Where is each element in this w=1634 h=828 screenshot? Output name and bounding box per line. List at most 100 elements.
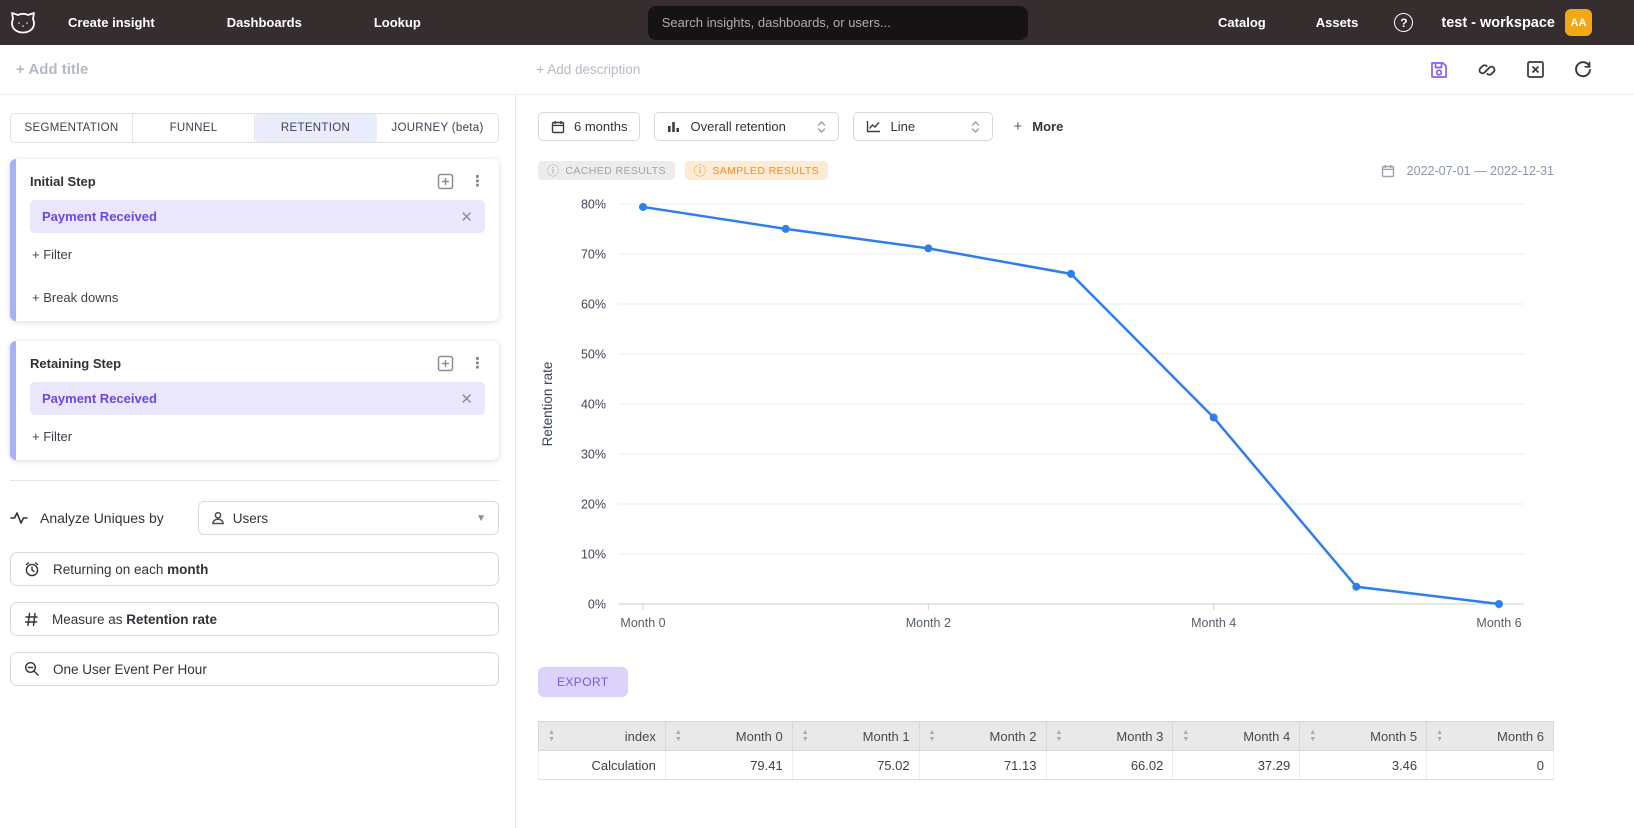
- analysis-tabs: SEGMENTATION FUNNEL RETENTION JOURNEY (beta…: [10, 113, 499, 143]
- column-header-month-2[interactable]: ▲ ▼ Month 2: [919, 721, 1047, 751]
- column-header-month-6[interactable]: ▲ ▼ Month 6: [1426, 721, 1554, 751]
- table-cell: 3.46: [1299, 750, 1428, 780]
- query-builder-panel: SEGMENTATION FUNNEL RETENTION JOURNEY (beta…: [0, 95, 516, 828]
- zoom-out-icon: [24, 661, 39, 676]
- column-header-month-0[interactable]: ▲ ▼ Month 0: [665, 721, 793, 751]
- initial-step-card: Initial Step ⋮ Payment Received ✕ + Filt…: [10, 159, 499, 321]
- calendar-icon: [551, 120, 565, 133]
- svg-text:Month 6: Month 6: [1476, 616, 1521, 630]
- top-navbar: Create insight Dashboards Lookup Catalog…: [0, 0, 1634, 45]
- column-header-month-5[interactable]: ▲ ▼ Month 5: [1299, 721, 1428, 751]
- add-filter-button[interactable]: + Filter: [32, 429, 73, 444]
- add-event-icon[interactable]: [437, 355, 454, 372]
- time-window-button[interactable]: 6 months: [538, 112, 641, 141]
- column-header-month-1[interactable]: ▲ ▼ Month 1: [792, 721, 920, 751]
- nav-assets[interactable]: Assets: [1315, 15, 1359, 30]
- tab-retention[interactable]: RETENTION: [255, 114, 377, 142]
- nav-create-insight[interactable]: Create insight: [68, 15, 155, 30]
- sort-icon[interactable]: ▲ ▼: [1055, 729, 1063, 743]
- sort-icon[interactable]: ▲ ▼: [801, 729, 809, 743]
- help-icon[interactable]: ?: [1394, 13, 1414, 32]
- workspace-name[interactable]: test - workspace: [1441, 14, 1555, 31]
- table-cell: 0: [1426, 750, 1554, 780]
- table-cell: 66.02: [1046, 750, 1174, 780]
- svg-text:Month 2: Month 2: [906, 616, 951, 630]
- search-input[interactable]: [647, 5, 1028, 40]
- tab-segmentation[interactable]: SEGMENTATION: [11, 114, 133, 142]
- retaining-step-event-chip[interactable]: Payment Received ✕: [30, 382, 485, 415]
- remove-event-icon[interactable]: ✕: [460, 390, 473, 408]
- brand-cat-logo-icon[interactable]: [8, 8, 38, 38]
- step-menu-icon[interactable]: ⋮: [470, 173, 485, 190]
- clock-icon: [25, 562, 39, 577]
- initial-step-title: Initial Step: [30, 173, 96, 189]
- results-panel: 6 months Overall retention Line: [516, 95, 1634, 828]
- hash-icon: [24, 612, 38, 626]
- chart-type-select[interactable]: Line: [853, 112, 994, 141]
- svg-text:60%: 60%: [581, 298, 606, 312]
- export-button[interactable]: EXPORT: [538, 667, 628, 697]
- sidebar-divider: [10, 480, 499, 481]
- event-aggregation-button[interactable]: One User Event Per Hour: [10, 652, 499, 686]
- nav-dashboards[interactable]: Dashboards: [226, 15, 302, 30]
- table-cell: 37.29: [1172, 750, 1301, 780]
- chevron-down-icon: ▼: [476, 512, 486, 524]
- svg-text:40%: 40%: [581, 398, 606, 412]
- add-filter-button[interactable]: + Filter: [32, 247, 73, 262]
- line-chart-icon: [867, 121, 881, 133]
- step-menu-icon[interactable]: ⋮: [470, 355, 485, 372]
- table-cell: Calculation: [538, 750, 666, 780]
- measure-as-button[interactable]: Measure as Retention rate: [10, 602, 499, 636]
- svg-text:80%: 80%: [581, 198, 606, 212]
- column-header-index[interactable]: ▲ ▼ index: [538, 721, 666, 751]
- sort-icon[interactable]: ▲ ▼: [928, 729, 936, 743]
- results-table: ▲ ▼ index ▲ ▼ Month 0 ▲ ▼ Month 1 ▲ ▼ Month 2 ▲ ▼ Mont…: [538, 721, 1554, 780]
- svg-text:Retention rate: Retention rate: [540, 362, 555, 447]
- nav-catalog[interactable]: Catalog: [1218, 15, 1266, 30]
- add-title-field[interactable]: + Add title: [16, 61, 89, 78]
- results-table-header: ▲ ▼ index ▲ ▼ Month 0 ▲ ▼ Month 1 ▲ ▼ Month 2 ▲ ▼ Mont…: [538, 721, 1554, 751]
- avatar[interactable]: AA: [1565, 9, 1592, 36]
- bar-chart-icon: [668, 122, 680, 132]
- table-cell: 71.13: [919, 750, 1047, 780]
- tab-journey-beta[interactable]: JOURNEY (beta): [377, 114, 498, 142]
- chevron-updown-icon: [971, 120, 980, 134]
- initial-step-event-chip[interactable]: Payment Received ✕: [30, 200, 485, 233]
- sort-icon[interactable]: ▲ ▼: [1309, 729, 1317, 743]
- sampled-results-badge: ⓘ SAMPLED RESULTS: [684, 161, 829, 180]
- analyze-by-select[interactable]: Users ▼: [197, 501, 499, 535]
- returning-period-button[interactable]: Returning on each month: [10, 552, 499, 586]
- more-options-button[interactable]: + More: [1013, 118, 1064, 135]
- sort-icon[interactable]: ▲ ▼: [674, 729, 682, 743]
- date-range-label: 2022-07-01 — 2022-12-31: [1381, 164, 1554, 178]
- refresh-icon[interactable]: [1572, 59, 1594, 81]
- tab-funnel[interactable]: FUNNEL: [133, 114, 255, 142]
- insight-titlebar: + Add title + Add description: [0, 45, 1634, 95]
- add-breakdowns-button[interactable]: + Break downs: [32, 290, 119, 305]
- retaining-step-title: Retaining Step: [30, 355, 122, 371]
- retention-type-select[interactable]: Overall retention: [654, 112, 840, 141]
- retaining-step-card: Retaining Step ⋮ Payment Received ✕ + Fi…: [10, 341, 499, 460]
- svg-text:0%: 0%: [588, 598, 606, 612]
- calendar-icon: [1381, 164, 1394, 177]
- info-icon: ⓘ: [693, 164, 707, 178]
- sort-icon[interactable]: ▲ ▼: [1182, 729, 1190, 743]
- info-icon: ⓘ: [547, 164, 560, 178]
- retention-line-chart[interactable]: 0% 10% 20% 30% 40% 50% 60% 70% 80% Month 0 Month 2…: [538, 184, 1554, 657]
- link-icon[interactable]: [1476, 59, 1498, 81]
- remove-event-icon[interactable]: ✕: [460, 208, 473, 226]
- add-description-field[interactable]: + Add description: [536, 62, 641, 77]
- svg-text:70%: 70%: [581, 248, 606, 262]
- sort-icon[interactable]: ▲ ▼: [1436, 729, 1444, 743]
- add-event-icon[interactable]: [437, 173, 454, 190]
- svg-text:20%: 20%: [581, 498, 606, 512]
- save-icon[interactable]: [1428, 59, 1450, 81]
- nav-lookup[interactable]: Lookup: [373, 15, 421, 30]
- svg-text:30%: 30%: [581, 448, 606, 462]
- svg-text:Month 4: Month 4: [1191, 616, 1236, 630]
- close-square-icon[interactable]: [1524, 59, 1546, 81]
- column-header-month-4[interactable]: ▲ ▼ Month 4: [1172, 721, 1301, 751]
- sort-icon[interactable]: ▲ ▼: [548, 729, 555, 743]
- column-header-month-3[interactable]: ▲ ▼ Month 3: [1046, 721, 1174, 751]
- results-table-body: Calculation 79.41 75.02 71.13 66.02 37.29 3.46…: [538, 750, 1554, 780]
